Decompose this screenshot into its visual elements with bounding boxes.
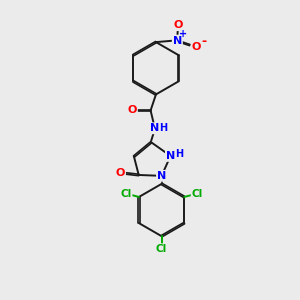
Text: +: + <box>179 29 188 39</box>
Text: Cl: Cl <box>120 188 132 199</box>
Text: -: - <box>202 35 207 48</box>
Text: N: N <box>157 171 166 181</box>
Text: H: H <box>176 149 184 160</box>
Text: Cl: Cl <box>156 244 167 254</box>
Text: Cl: Cl <box>192 188 203 199</box>
Text: N: N <box>149 123 159 133</box>
Text: O: O <box>192 42 201 52</box>
Text: O: O <box>128 106 137 116</box>
Text: O: O <box>116 169 125 178</box>
Text: O: O <box>173 20 183 30</box>
Text: H: H <box>159 123 167 133</box>
Text: N: N <box>173 36 182 46</box>
Text: N: N <box>166 151 175 161</box>
